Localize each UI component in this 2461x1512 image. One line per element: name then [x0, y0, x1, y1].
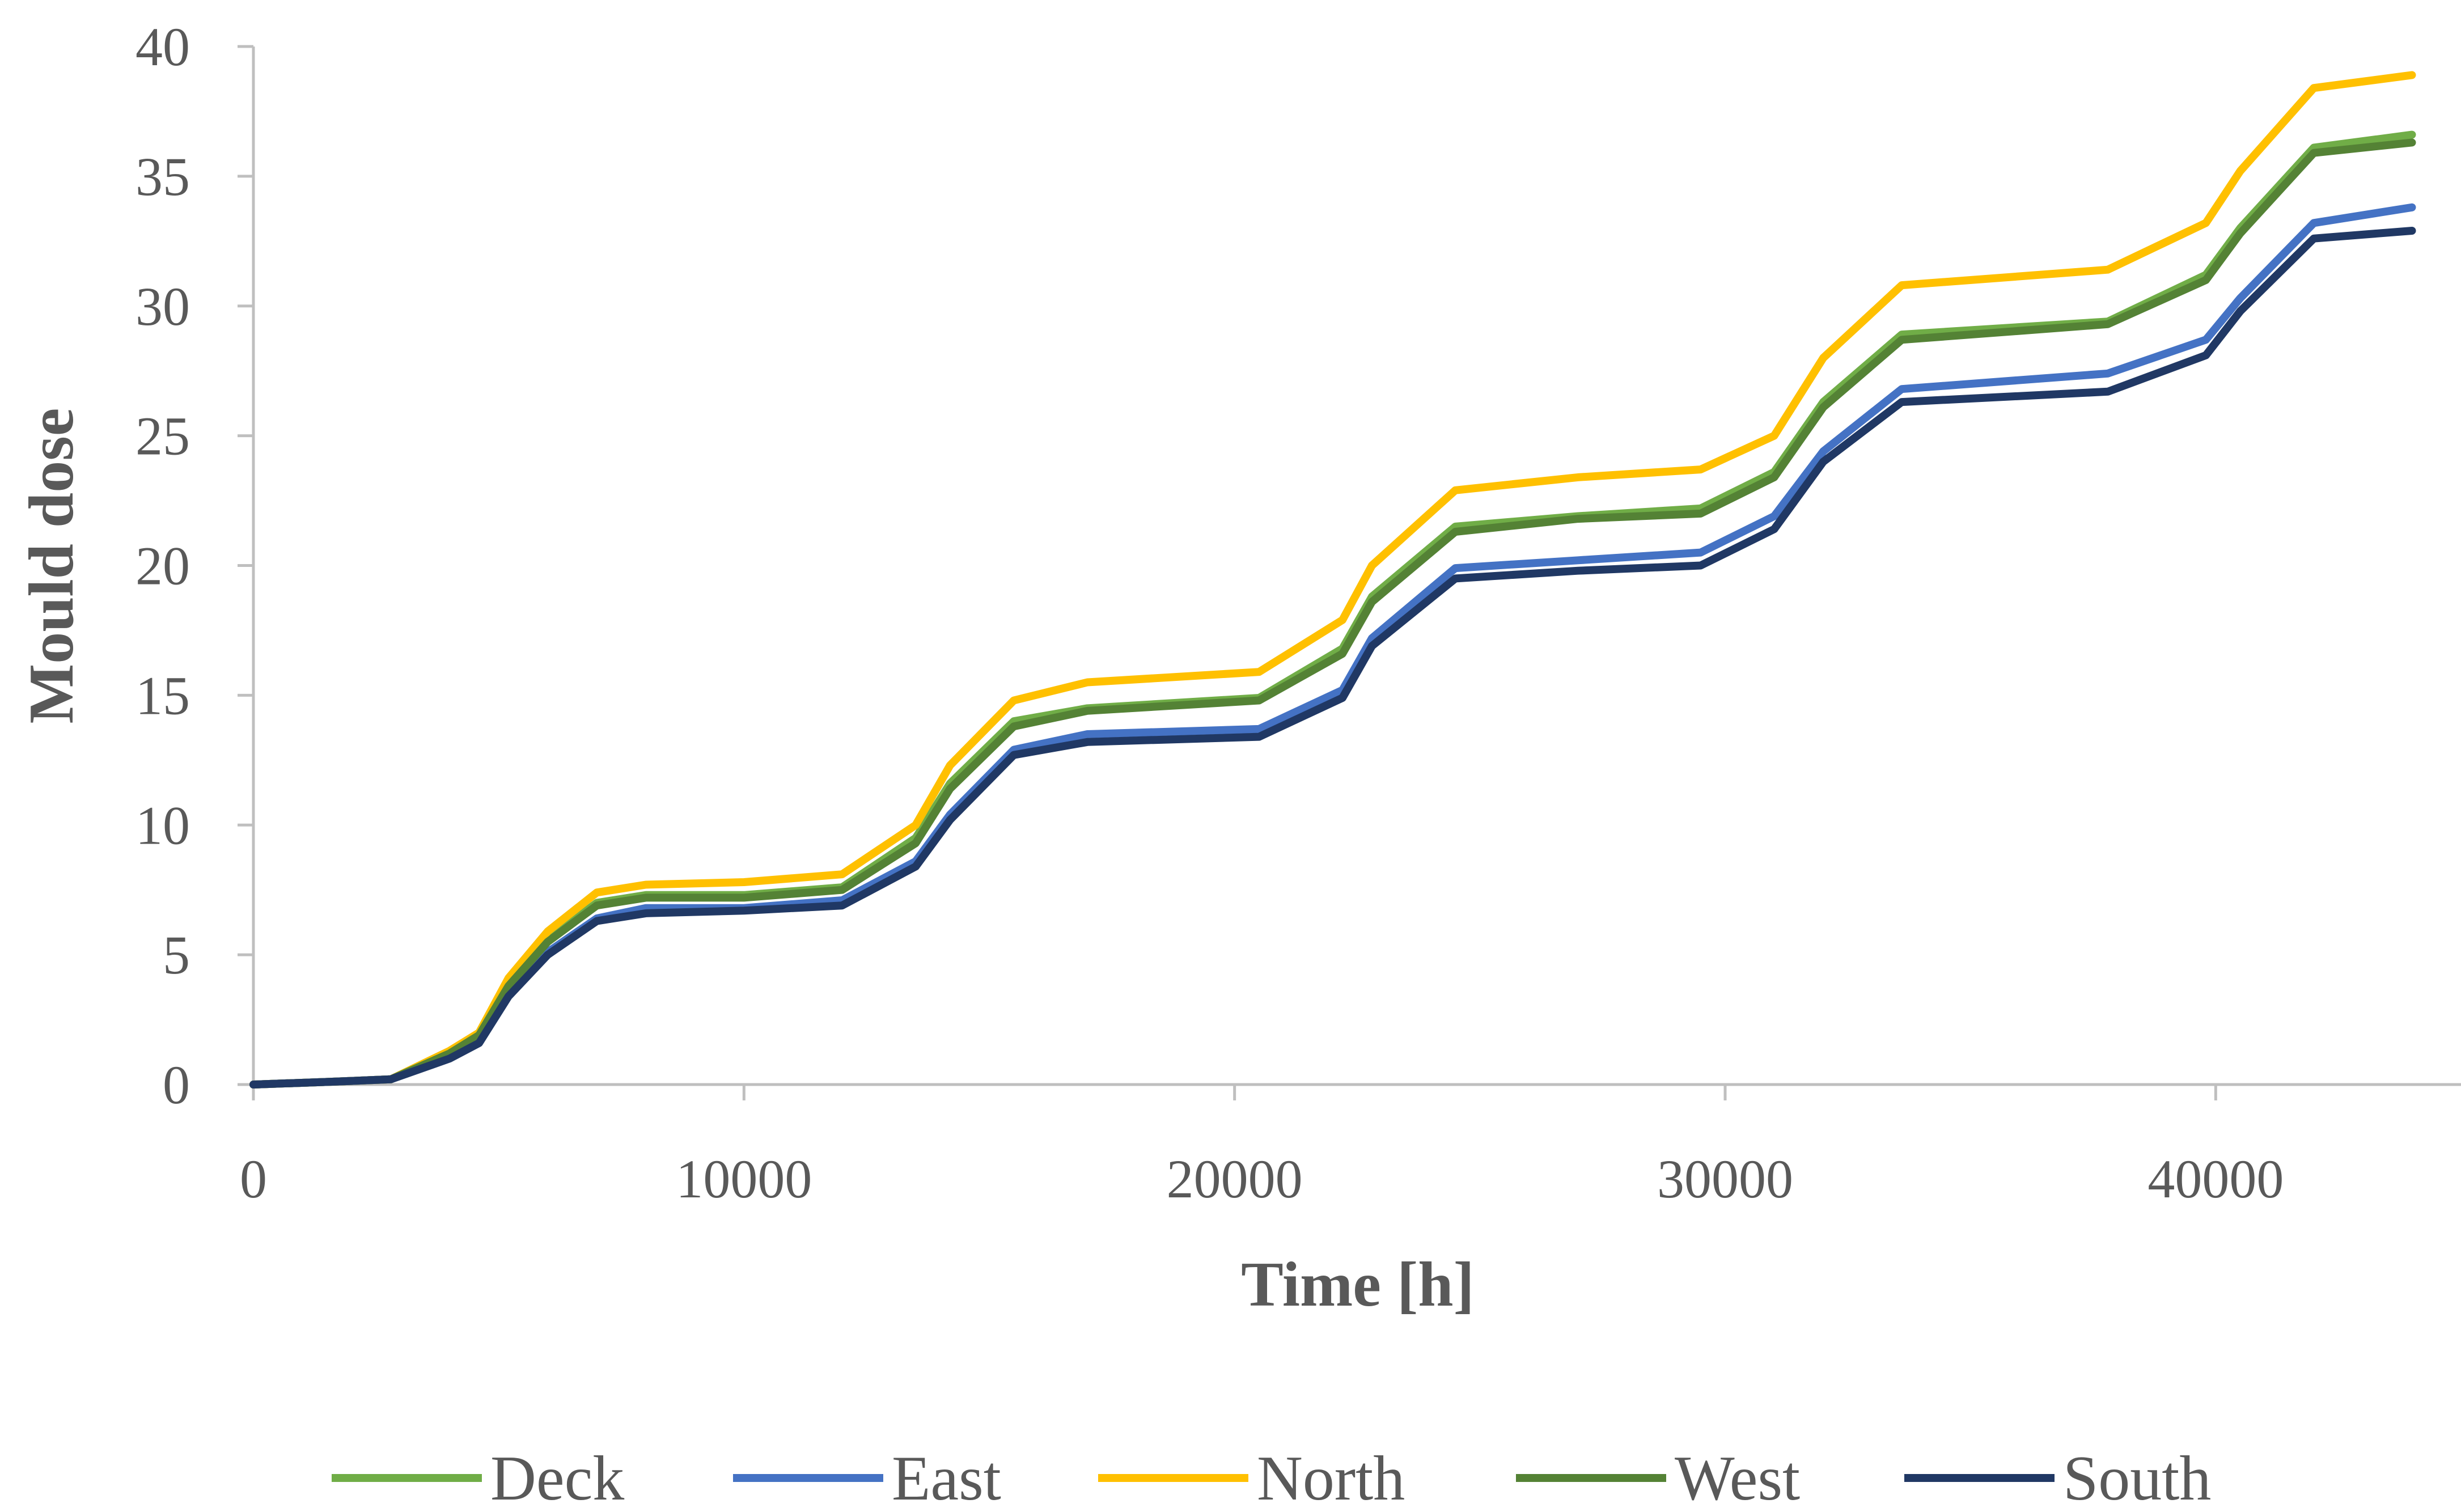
series-line-south [249, 227, 2416, 1089]
legend-label-south: South [2063, 1443, 2211, 1512]
x-tick-label: 0 [240, 1149, 267, 1209]
y-axis-title: Mould dose [16, 408, 87, 724]
series-line-deck [249, 130, 2416, 1089]
x-axis-title: Time [h] [1241, 1250, 1475, 1320]
series-lines [249, 71, 2416, 1089]
y-tick-label: 10 [135, 795, 190, 855]
legend-label-west: West [1675, 1443, 1800, 1512]
y-tick-label: 0 [163, 1054, 190, 1115]
y-tick-label: 35 [135, 146, 190, 207]
x-tick-labels: 0 10000 20000 30000 40000 [240, 1085, 2284, 1209]
legend: Deck East North West South [332, 1443, 2211, 1512]
y-tick-label: 40 [135, 16, 190, 77]
legend-label-north: North [1257, 1443, 1405, 1512]
y-tick-label: 30 [135, 276, 190, 337]
x-tick-label: 40000 [2147, 1149, 2284, 1209]
y-tick-label: 25 [135, 406, 190, 467]
series-line-west [249, 138, 2416, 1089]
x-tick-label: 20000 [1167, 1149, 1303, 1209]
y-tick-label: 5 [163, 925, 190, 985]
y-tick-labels: 0 5 10 15 20 25 30 35 40 [135, 16, 253, 1115]
series-line-east [249, 203, 2416, 1089]
x-tick-label: 10000 [676, 1149, 812, 1209]
legend-label-east: East [892, 1443, 1001, 1512]
y-tick-label: 15 [135, 665, 190, 726]
y-tick-label: 20 [135, 536, 190, 596]
x-tick-label: 30000 [1657, 1149, 1793, 1209]
legend-label-deck: Deck [490, 1443, 624, 1512]
